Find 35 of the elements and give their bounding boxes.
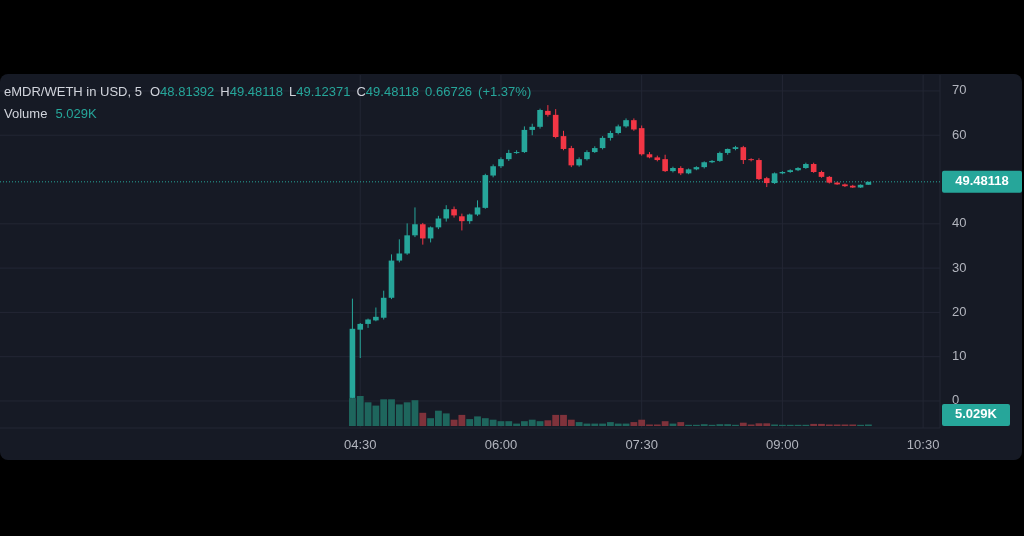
candlestick	[545, 104, 551, 118]
annotation: 5.029K	[55, 106, 97, 121]
x-tick-label: 10:30	[906, 437, 940, 452]
bar	[419, 412, 427, 426]
y-tick-label: 70	[952, 82, 967, 98]
candlestick	[560, 130, 567, 151]
ref-line-label: 49.48118	[955, 173, 1009, 189]
chart-title: Volume	[4, 106, 48, 121]
candlestick	[451, 206, 457, 219]
y-tick-label: 60	[952, 126, 967, 142]
y-tick-label: 20	[952, 303, 967, 319]
y-tick-label: 40	[952, 215, 967, 231]
candlestick	[756, 157, 762, 181]
x-tick-label: 04:30	[343, 437, 377, 452]
x-tick-label: 06:00	[484, 437, 518, 452]
y-tick-label: 10	[952, 348, 967, 364]
candlestick	[795, 166, 801, 172]
candlestick	[419, 222, 426, 246]
y-tick-label: 30	[952, 259, 967, 275]
candlestick	[373, 307, 379, 322]
x-tick-label: 07:30	[625, 437, 658, 452]
candlestick	[412, 206, 418, 238]
candlestick	[740, 145, 747, 165]
bar	[677, 422, 685, 426]
text: eMDR/WETH in USD, 5	[4, 84, 142, 99]
candlestick	[404, 222, 410, 256]
candlestick	[537, 108, 543, 130]
text: 5.029K	[955, 406, 998, 422]
candlestick	[748, 157, 754, 162]
candlestick	[357, 322, 364, 359]
y-tick-label: 0	[952, 392, 960, 408]
candlestick	[396, 238, 403, 263]
x-tick-label: 09:00	[766, 437, 799, 452]
text: O48.81392 H49.48118 L49.12371 C49.48118 0.66726 (+1.37%)	[149, 84, 532, 99]
candlestick	[459, 213, 465, 231]
